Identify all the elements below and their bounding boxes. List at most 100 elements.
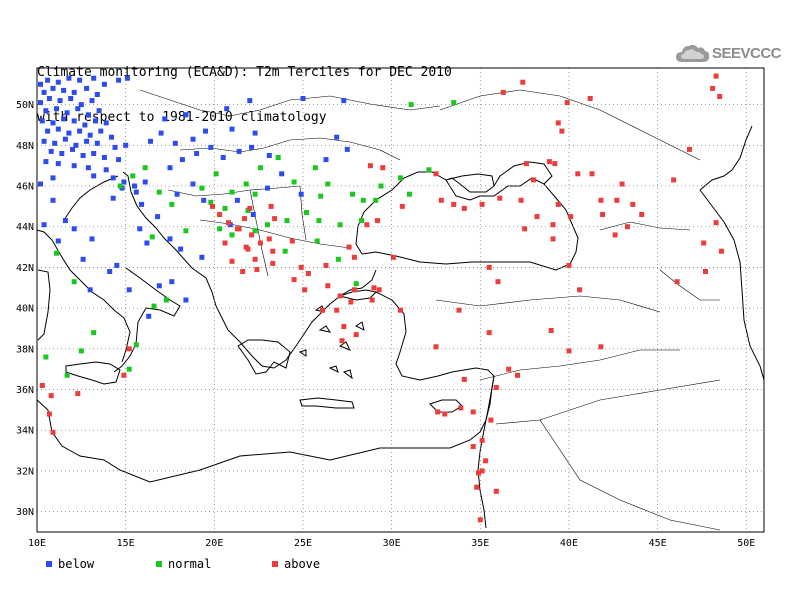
station-marker-above (518, 197, 524, 203)
station-marker-below (201, 197, 207, 203)
station-marker-normal (325, 181, 331, 187)
station-marker-above (236, 226, 242, 232)
station-marker-below (45, 128, 51, 134)
station-marker-above (550, 222, 556, 228)
station-marker-below (80, 153, 86, 158)
station-marker-below (139, 201, 145, 207)
station-marker-above (506, 366, 512, 372)
cloud-icon (676, 44, 710, 62)
station-marker-normal (353, 281, 359, 287)
station-marker-above (674, 279, 680, 285)
station-marker-below (70, 146, 75, 152)
station-marker-below (126, 287, 132, 293)
station-marker-below (41, 89, 47, 95)
station-marker-normal (43, 354, 49, 360)
legend-above: above (272, 557, 320, 571)
station-marker-below (66, 75, 72, 81)
lat-tick-label: 46N (16, 182, 34, 193)
station-marker-below (87, 132, 93, 138)
lon-tick-label: 20E (205, 538, 223, 549)
station-marker-above (302, 287, 308, 293)
station-marker-below (266, 153, 272, 158)
station-marker-below (110, 195, 116, 201)
station-marker-below (236, 148, 242, 154)
station-marker-below (54, 106, 59, 112)
station-marker-below (77, 77, 83, 83)
station-marker-above (325, 283, 331, 289)
station-marker-above (243, 244, 249, 250)
station-marker-above (564, 100, 570, 106)
lon-tick-label: 40E (560, 538, 578, 549)
station-marker-normal (335, 256, 341, 262)
station-marker-normal (408, 102, 414, 108)
station-marker-above (531, 177, 536, 183)
station-marker-normal (133, 342, 139, 348)
station-marker-below (190, 181, 196, 187)
lat-tick-label: 38N (16, 344, 34, 355)
station-marker-below (323, 157, 329, 163)
station-marker-below (103, 120, 109, 126)
station-marker-below (91, 151, 97, 156)
station-marker-below (85, 112, 91, 118)
station-marker-above (353, 332, 359, 338)
station-marker-below (71, 118, 77, 124)
station-marker-below (82, 122, 88, 128)
station-marker-above (369, 297, 375, 303)
station-marker-above (566, 262, 572, 268)
station-marker-below (98, 128, 104, 134)
station-marker-normal (117, 183, 123, 189)
station-marker-below (71, 226, 77, 232)
station-marker-above (483, 458, 489, 464)
station-marker-above (451, 201, 457, 207)
station-marker-above (341, 324, 347, 329)
station-marker-above (575, 171, 581, 177)
station-marker-below (183, 297, 189, 303)
station-marker-above (305, 271, 311, 276)
station-marker-above (486, 264, 492, 270)
station-marker-above (240, 269, 246, 274)
station-marker-above (339, 338, 345, 344)
station-marker-above (323, 262, 329, 268)
station-marker-below (169, 279, 175, 285)
station-marker-below (247, 98, 253, 104)
station-marker-above (351, 287, 357, 293)
station-marker-below (93, 118, 98, 124)
station-marker-normal (314, 238, 320, 244)
station-marker-above (346, 244, 352, 250)
station-marker-above (479, 468, 485, 474)
station-marker-below (71, 89, 77, 95)
station-marker-above (713, 220, 719, 226)
axis-ticks: 10E 15E 20E 25E 30E 35E 40E 45E 50E 30N 32N 34N 36N 3… (16, 100, 755, 549)
station-marker-below (208, 144, 214, 150)
station-marker-below (252, 130, 258, 136)
station-marker-above (474, 484, 480, 490)
station-marker-below (178, 246, 184, 252)
legend-normal: normal (156, 557, 211, 571)
station-marker-below (55, 238, 61, 244)
station-marker-normal (406, 191, 412, 197)
lat-tick-label: 40N (16, 304, 34, 315)
lat-tick-label: 32N (16, 466, 34, 477)
station-marker-above (50, 429, 56, 435)
station-marker-above (268, 203, 274, 209)
station-marker-above (334, 307, 340, 313)
station-marker-below (220, 155, 226, 160)
station-marker-below (132, 183, 137, 189)
station-marker-normal (222, 205, 228, 211)
station-marker-above (703, 269, 708, 274)
station-marker-below (41, 138, 47, 144)
station-marker-above (701, 240, 707, 246)
station-marker-above (552, 161, 558, 167)
station-marker-above (477, 517, 483, 523)
lat-tick-label: 44N (16, 222, 34, 233)
station-marker-above (126, 346, 132, 352)
legend-normal-label: normal (168, 557, 212, 571)
station-marker-below (155, 214, 161, 220)
station-marker-above (497, 195, 503, 201)
station-marker-above (520, 79, 526, 85)
station-marker-above (390, 254, 396, 260)
station-marker-below (148, 138, 153, 144)
station-marker-below (234, 197, 240, 203)
station-marker-above (75, 391, 81, 397)
